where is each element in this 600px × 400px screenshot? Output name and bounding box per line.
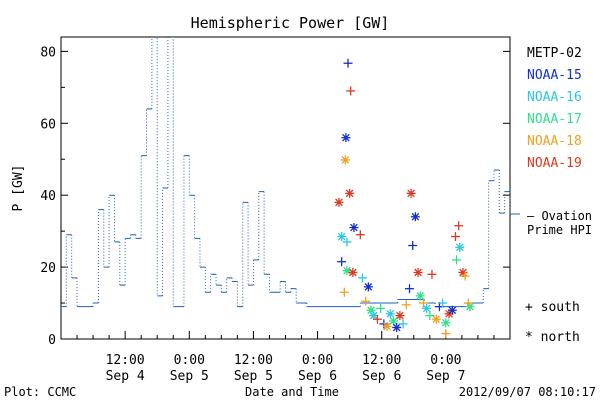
symbol-legend-south: + south — [525, 300, 580, 315]
y-tick-label: 80 — [40, 45, 56, 60]
south-plus-marker — [398, 319, 408, 329]
south-plus-marker — [361, 296, 371, 306]
north-star-marker — [395, 311, 405, 321]
north-star-marker — [334, 197, 344, 207]
south-plus-marker — [408, 241, 418, 251]
south-plus-marker — [337, 257, 347, 267]
x-tick-time: 0:00 — [430, 353, 461, 368]
symbol-legend-north: * north — [525, 330, 580, 345]
south-plus-marker — [452, 255, 462, 265]
plot-frame — [60, 36, 511, 340]
ovation-series-risers — [65, 37, 510, 307]
south-plus-marker — [438, 298, 448, 308]
y-tick-label: 40 — [40, 189, 56, 204]
north-star-marker — [341, 133, 351, 143]
ovation-series-steps — [61, 108, 510, 308]
x-tick-date: Sep 6 — [298, 369, 337, 384]
x-tick-date: Sep 4 — [106, 369, 145, 384]
north-star-marker — [345, 188, 355, 198]
south-plus-marker — [425, 311, 435, 321]
legend-noaa-19: NOAA-19 — [527, 156, 582, 171]
south-plus-marker — [343, 58, 353, 68]
south-plus-marker — [376, 303, 386, 313]
north-star-marker — [413, 267, 423, 277]
north-star-marker — [382, 321, 392, 331]
south-plus-marker — [454, 221, 464, 231]
north-star-marker — [340, 155, 350, 165]
north-star-marker — [342, 266, 352, 276]
y-tick-label: 20 — [40, 261, 56, 276]
north-star-marker — [337, 232, 347, 242]
north-star-marker — [349, 223, 359, 233]
south-plus-marker — [372, 314, 382, 324]
south-plus-marker — [460, 271, 470, 281]
north-star-marker — [406, 188, 416, 198]
x-tick-date: Sep 7 — [426, 369, 465, 384]
south-plus-marker — [450, 232, 460, 242]
x-tick-date: Sep 6 — [362, 369, 401, 384]
x-axis-label: Date and Time — [245, 385, 339, 399]
x-tick-time: 12:00 — [234, 353, 273, 368]
north-star-marker — [392, 322, 402, 332]
north-star-marker — [369, 311, 379, 321]
x-tick-date: Sep 5 — [170, 369, 209, 384]
legend-noaa-15: NOAA-15 — [527, 68, 582, 83]
north-star-marker — [363, 282, 373, 292]
x-tick-time: 12:00 — [362, 353, 401, 368]
x-tick-time: 12:00 — [106, 353, 145, 368]
north-star-marker — [441, 318, 451, 328]
y-axis-label: P [GW] — [11, 165, 26, 212]
north-star-marker — [348, 267, 358, 277]
north-star-marker — [447, 305, 457, 315]
north-star-marker — [385, 309, 395, 319]
south-plus-marker — [405, 284, 415, 294]
ovation-legend-line1: — Ovation — [527, 209, 592, 223]
south-plus-marker — [441, 329, 451, 339]
south-plus-marker — [401, 300, 411, 310]
south-plus-marker — [346, 86, 356, 96]
legend-noaa-18: NOAA-18 — [527, 134, 582, 149]
ovation-legend-line2: Prime HPI — [527, 223, 592, 237]
x-tick-time: 0:00 — [174, 353, 205, 368]
south-plus-marker — [463, 298, 473, 308]
north-star-marker — [410, 212, 420, 222]
legend-noaa-17: NOAA-17 — [527, 112, 582, 127]
legend-noaa-16: NOAA-16 — [527, 90, 582, 105]
x-tick-date: Sep 5 — [234, 369, 273, 384]
north-star-marker — [431, 314, 441, 324]
north-star-marker — [422, 303, 432, 313]
legend-metp-02: METP-02 — [527, 46, 582, 61]
chart-title: Hemispheric Power [GW] — [191, 14, 390, 32]
south-plus-marker — [355, 230, 365, 240]
plot-credit: Plot: CCMC — [4, 385, 76, 399]
south-plus-marker — [427, 269, 437, 279]
south-plus-marker — [339, 287, 349, 297]
x-tick-time: 0:00 — [302, 353, 333, 368]
y-tick-label: 0 — [48, 333, 56, 348]
south-plus-marker — [357, 273, 367, 283]
north-star-marker — [455, 242, 465, 252]
north-star-marker — [415, 291, 425, 301]
south-plus-marker — [342, 237, 352, 247]
y-tick-label: 60 — [40, 117, 56, 132]
timestamp: 2012/09/07 08:10:17 — [459, 385, 596, 399]
